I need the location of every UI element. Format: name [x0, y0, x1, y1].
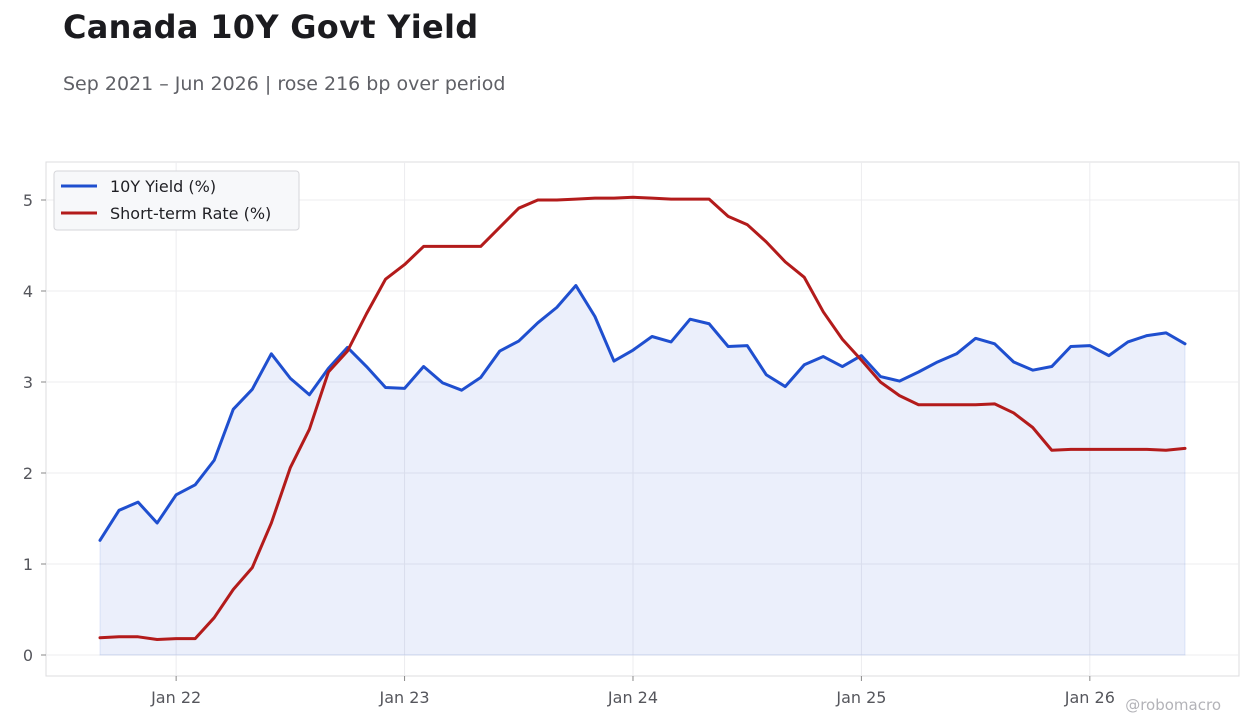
- y-tick-label: 5: [23, 191, 33, 210]
- x-tick-label: Jan 23: [379, 688, 430, 707]
- legend-label: 10Y Yield (%): [110, 177, 216, 196]
- x-tick-label: Jan 26: [1064, 688, 1115, 707]
- y-tick-label: 3: [23, 373, 33, 392]
- watermark-text: @robomacro: [1125, 696, 1221, 714]
- chart-subtitle: Sep 2021 – Jun 2026 | rose 216 bp over p…: [63, 73, 506, 95]
- y-tick-label: 4: [23, 282, 33, 301]
- y-tick-label: 2: [23, 464, 33, 483]
- legend-box: [53, 170, 300, 231]
- y-tick-label: 1: [23, 555, 33, 574]
- x-tick-label: Jan 25: [835, 688, 886, 707]
- x-tick-label: Jan 22: [150, 688, 201, 707]
- chart-title: Canada 10Y Govt Yield: [63, 8, 479, 46]
- series-line-short-rate: [98, 195, 1187, 642]
- x-tick-label: Jan 24: [607, 688, 658, 707]
- y-tick-label: 0: [23, 646, 33, 665]
- plot-frame: [45, 161, 1240, 677]
- series-line-yield: [98, 284, 1187, 542]
- legend-label: Short-term Rate (%): [110, 204, 271, 223]
